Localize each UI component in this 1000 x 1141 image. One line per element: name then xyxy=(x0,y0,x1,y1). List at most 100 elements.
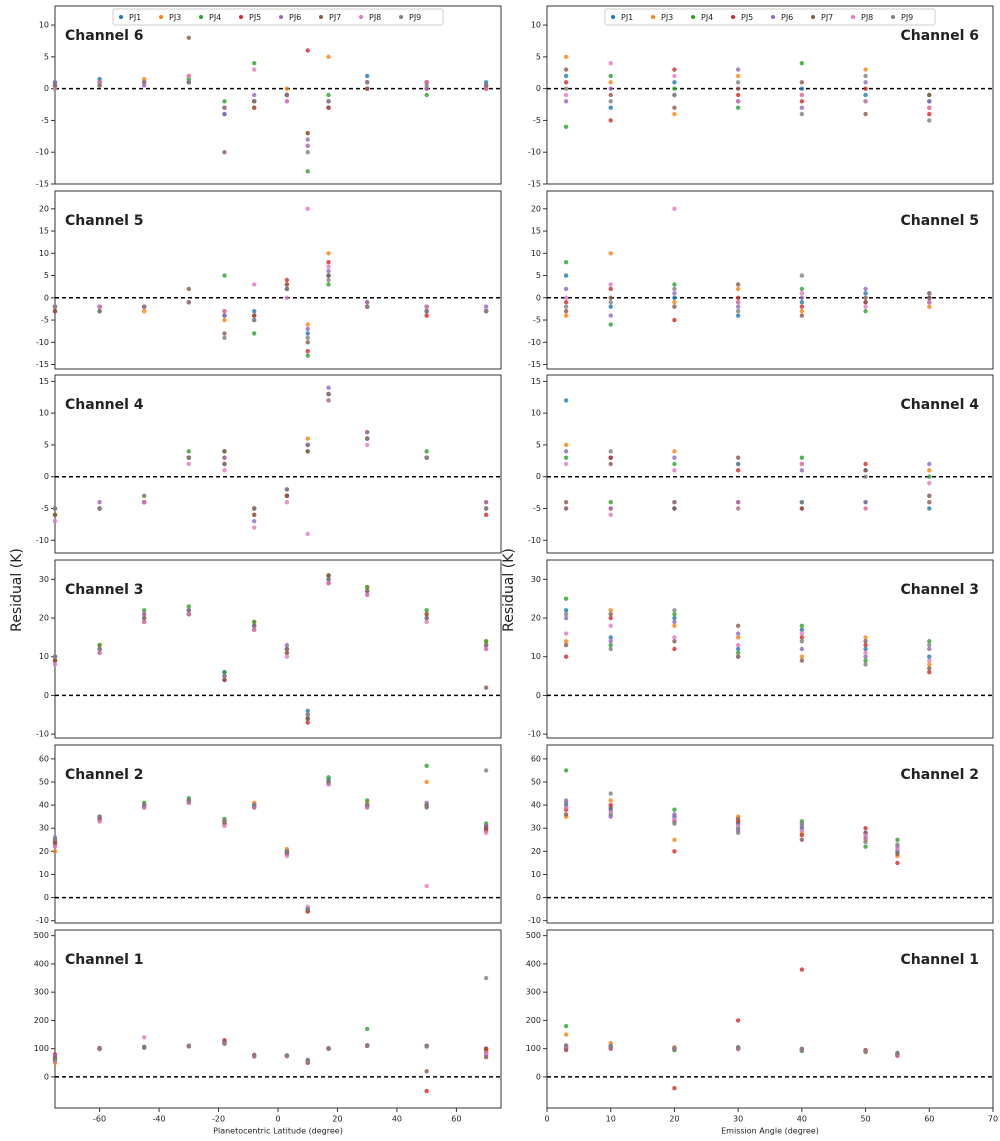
point xyxy=(863,111,868,117)
point xyxy=(927,92,932,98)
legend-label: PJ8 xyxy=(861,13,873,22)
point xyxy=(927,642,932,648)
point xyxy=(608,282,613,287)
point xyxy=(97,76,102,82)
point xyxy=(735,654,741,659)
plot-frame xyxy=(546,929,994,1109)
legend-marker xyxy=(279,15,283,19)
point xyxy=(186,449,191,454)
point xyxy=(424,883,429,889)
point xyxy=(284,99,290,104)
point xyxy=(927,654,932,659)
point xyxy=(326,385,331,390)
point xyxy=(305,436,310,441)
point xyxy=(97,80,102,85)
point xyxy=(608,286,613,292)
y-tick-label: 0 xyxy=(44,84,49,93)
plot-frame xyxy=(54,190,502,370)
point xyxy=(252,313,257,318)
point xyxy=(305,349,310,354)
point xyxy=(222,1041,227,1046)
point xyxy=(284,1053,290,1058)
point xyxy=(608,805,613,810)
legend-marker xyxy=(851,15,855,19)
point xyxy=(895,860,900,866)
x-tick-label: 0 xyxy=(544,1115,549,1124)
point xyxy=(222,317,227,323)
y-tick-label: 30 xyxy=(531,824,541,833)
point xyxy=(608,295,613,300)
point xyxy=(563,1023,569,1029)
point xyxy=(252,67,257,72)
point xyxy=(326,268,331,274)
point xyxy=(186,80,191,85)
point xyxy=(142,76,147,82)
point xyxy=(799,455,805,460)
y-tick-label: 400 xyxy=(34,959,49,968)
point xyxy=(222,150,227,155)
point xyxy=(608,92,613,98)
y-tick-label: -5 xyxy=(533,116,541,125)
y-tick-label: 5 xyxy=(44,440,49,449)
legend-marker xyxy=(119,15,123,19)
legend-label: PJ1 xyxy=(129,13,141,22)
point xyxy=(424,86,429,91)
legend-label: PJ1 xyxy=(621,13,633,22)
point xyxy=(799,832,805,838)
point xyxy=(52,1057,58,1063)
point xyxy=(672,300,677,305)
point xyxy=(863,92,868,98)
y-tick-label: 10 xyxy=(39,21,49,30)
point xyxy=(222,670,227,675)
point xyxy=(608,635,613,640)
point xyxy=(735,635,741,640)
point xyxy=(305,449,310,454)
point xyxy=(672,849,677,854)
point xyxy=(222,677,227,683)
point xyxy=(608,499,613,505)
point xyxy=(563,398,569,403)
point xyxy=(799,623,805,628)
point xyxy=(608,791,613,796)
point xyxy=(563,455,569,460)
point xyxy=(52,844,58,849)
point xyxy=(52,512,58,518)
legend-marker xyxy=(771,15,775,19)
point xyxy=(284,853,290,859)
point xyxy=(563,1043,569,1048)
point xyxy=(284,86,290,91)
point xyxy=(927,99,932,104)
point xyxy=(424,304,429,309)
legend-label: PJ3 xyxy=(661,13,673,22)
y-tick-label: -15 xyxy=(36,360,49,369)
point xyxy=(142,499,147,505)
point xyxy=(799,499,805,505)
point xyxy=(326,573,331,578)
point xyxy=(799,300,805,305)
point xyxy=(252,519,257,524)
point xyxy=(927,111,932,117)
point xyxy=(927,639,932,644)
point xyxy=(284,654,290,659)
point xyxy=(284,277,290,283)
point xyxy=(326,1046,331,1051)
point xyxy=(735,92,741,98)
point xyxy=(326,273,331,278)
point xyxy=(186,300,191,305)
point xyxy=(672,111,677,117)
point xyxy=(735,623,741,628)
plot-frame xyxy=(546,559,994,739)
point xyxy=(735,282,741,287)
point xyxy=(483,86,489,91)
point xyxy=(52,519,58,524)
y-tick-label: 10 xyxy=(531,21,541,30)
point xyxy=(672,639,677,644)
point xyxy=(186,461,191,467)
point xyxy=(483,826,489,831)
point xyxy=(424,611,429,617)
point xyxy=(52,837,58,842)
point xyxy=(365,430,370,435)
point xyxy=(563,304,569,309)
point xyxy=(799,837,805,842)
point xyxy=(326,779,331,785)
